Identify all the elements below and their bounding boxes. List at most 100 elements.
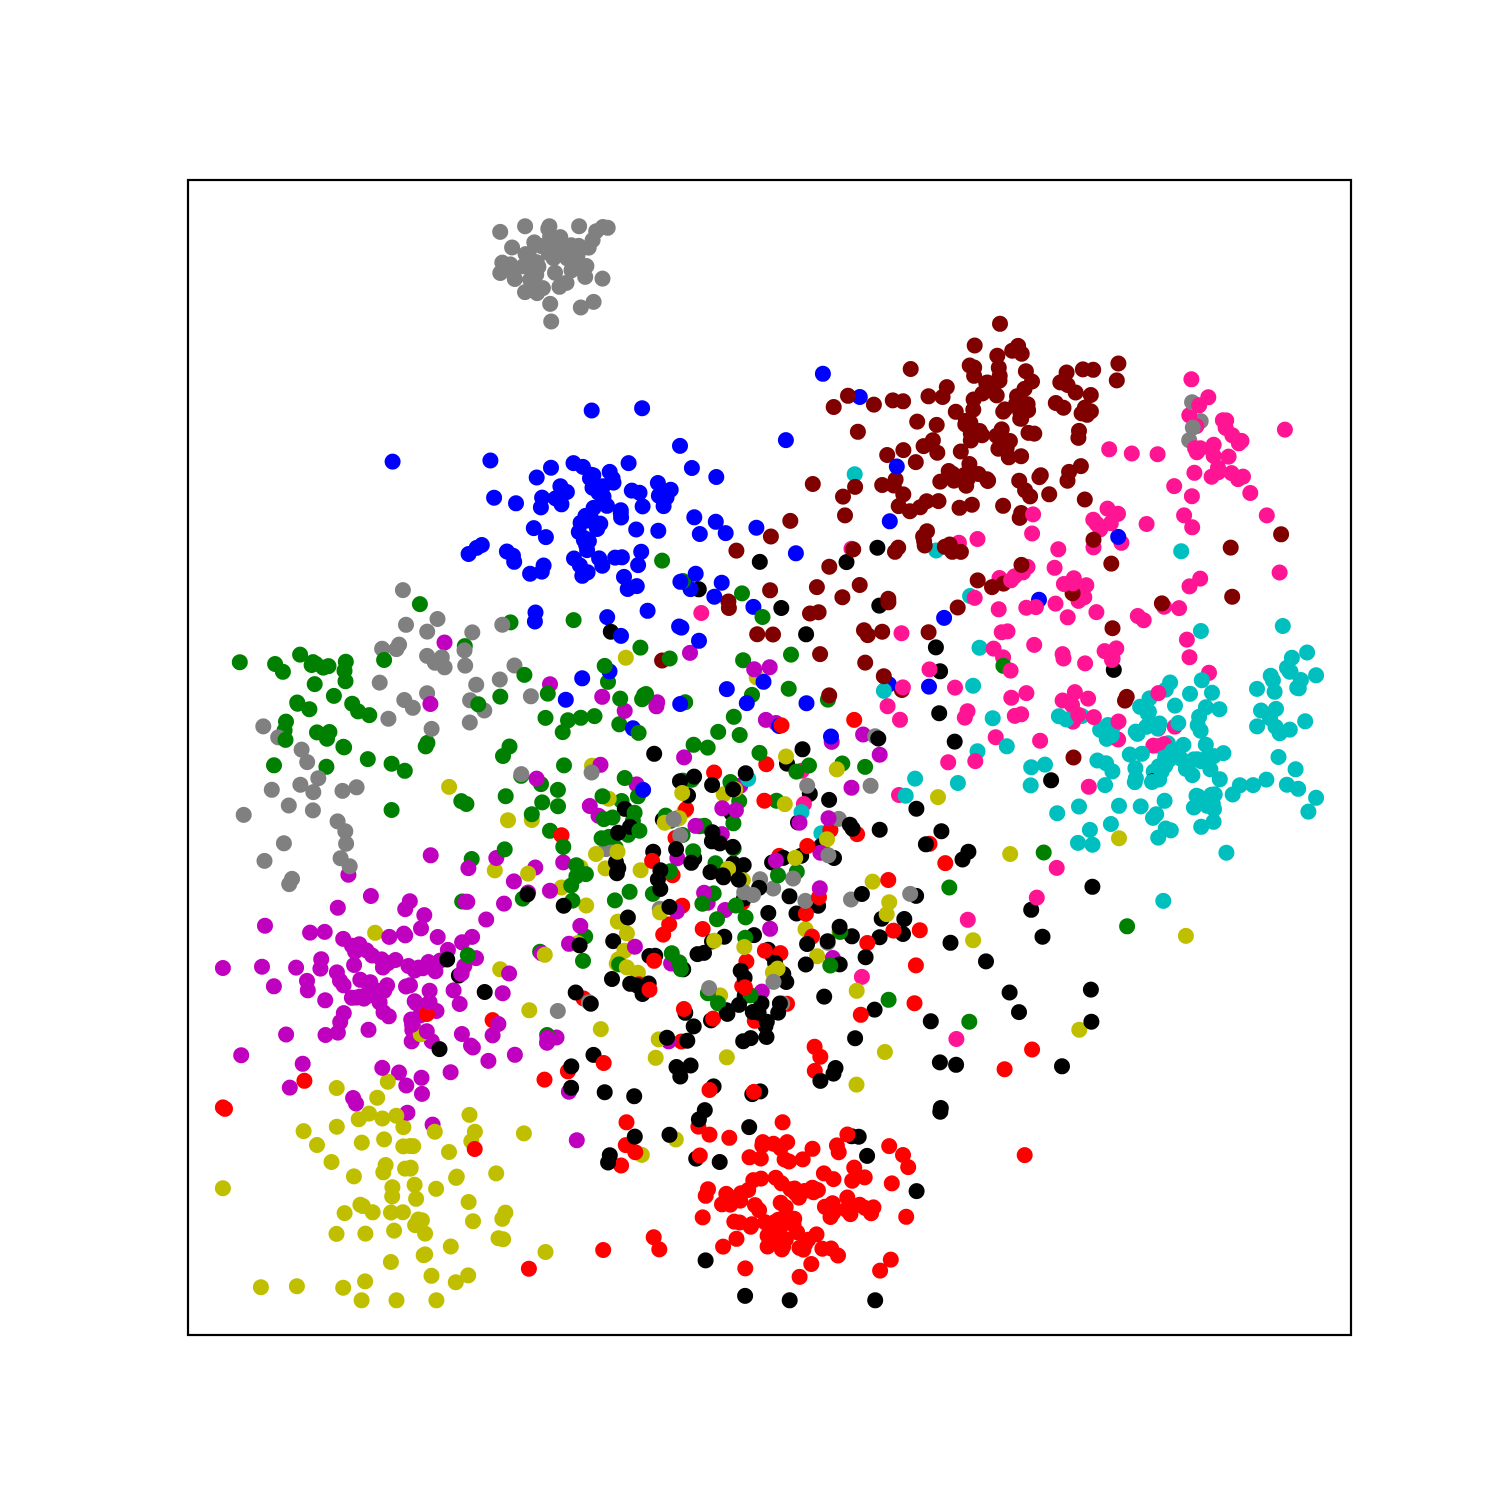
scatter-point-olive-yellow	[383, 1204, 399, 1221]
scatter-point-gray	[515, 258, 532, 275]
scatter-point-green	[725, 815, 742, 832]
scatter-point-deeppink	[1150, 685, 1167, 702]
scatter-point-magenta	[214, 960, 231, 976]
scatter-point-gray	[305, 784, 322, 801]
scatter-point-maroon	[1118, 688, 1135, 705]
scatter-point-teal	[1283, 649, 1300, 666]
scatter-point-gray	[665, 811, 682, 828]
scatter-point-magenta	[761, 659, 778, 676]
scatter-point-magenta	[346, 957, 363, 973]
scatter-point-maroon	[851, 577, 868, 593]
scatter-point-teal	[1290, 680, 1307, 697]
scatter-point-gray	[547, 264, 563, 281]
scatter-point-maroon	[995, 497, 1012, 514]
scatter-point-teal	[1111, 797, 1127, 814]
scatter-point-maroon	[1076, 399, 1093, 416]
scatter-point-blue	[574, 670, 591, 687]
axes-frame	[186, 178, 1353, 1337]
scatter-point-deeppink	[853, 968, 870, 985]
scatter-point-red	[726, 1213, 743, 1230]
scatter-point-teal	[1145, 809, 1161, 826]
scatter-point-black	[978, 953, 994, 970]
scatter-point-olive-yellow	[345, 1168, 362, 1185]
scatter-point-red	[595, 1055, 612, 1071]
scatter-point-maroon	[932, 473, 949, 490]
scatter-point-olive-yellow	[1071, 1021, 1088, 1038]
scatter-point-maroon	[920, 388, 937, 405]
scatter-point-black	[730, 871, 747, 888]
scatter-point-gray	[436, 659, 453, 676]
scatter-point-black	[870, 730, 887, 747]
scatter-point-maroon	[835, 488, 851, 505]
scatter-point-gray	[280, 797, 297, 814]
scatter-point-teal	[1193, 818, 1210, 835]
scatter-point-olive-yellow	[706, 932, 723, 949]
scatter-point-gray	[429, 611, 446, 627]
scatter-point-maroon	[901, 503, 918, 520]
scatter-point-black	[600, 1154, 617, 1171]
scatter-point-magenta	[496, 895, 512, 912]
scatter-point-green	[699, 739, 716, 756]
scatter-point-olive-yellow	[384, 1179, 401, 1196]
scatter-point-teal	[1224, 786, 1241, 803]
scatter-point-magenta	[676, 749, 693, 766]
scatter-point-olive-yellow	[402, 1138, 419, 1154]
scatter-point-black	[798, 626, 815, 643]
scatter-point-green	[586, 708, 603, 725]
scatter-point-maroon	[907, 454, 924, 471]
scatter-point-green	[335, 738, 352, 755]
scatter-point-green	[725, 708, 742, 725]
scatter-point-deeppink	[1018, 685, 1035, 702]
scatter-point-maroon	[782, 512, 799, 529]
scatter-point-red	[797, 905, 814, 922]
scatter-point-black	[1054, 1058, 1070, 1075]
scatter-point-olive-yellow	[374, 1110, 391, 1127]
scatter-point-green	[654, 552, 671, 569]
scatter-point-olive-yellow	[441, 778, 458, 795]
scatter-point-deeppink	[1088, 604, 1105, 621]
scatter-point-green	[754, 609, 771, 625]
scatter-point-green	[710, 995, 726, 1012]
scatter-point-gray	[765, 880, 782, 897]
scatter-point-red	[721, 1129, 738, 1146]
scatter-point-maroon	[1011, 472, 1028, 489]
scatter-point-teal	[846, 466, 863, 483]
scatter-point-teal	[1070, 834, 1086, 851]
scatter-point-olive-yellow	[447, 1274, 464, 1291]
scatter-point-blue	[921, 678, 937, 695]
scatter-point-deeppink	[987, 729, 1004, 746]
scatter-point-gray	[549, 1003, 566, 1019]
scatter-point-green	[638, 686, 654, 702]
scatter-point-blue	[787, 545, 804, 562]
scatter-point-deeppink	[1080, 690, 1097, 707]
scatter-point-black	[622, 975, 639, 992]
scatter-point-black	[661, 898, 678, 915]
scatter-point-gray	[701, 980, 718, 997]
scatter-point-green	[734, 585, 750, 602]
scatter-point-maroon	[895, 486, 912, 503]
scatter-point-olive-yellow	[353, 1134, 370, 1151]
scatter-point-red	[651, 1241, 668, 1258]
scatter-point-gray	[571, 218, 588, 235]
scatter-point-teal	[1140, 703, 1157, 720]
scatter-point-olive-yellow	[357, 1273, 374, 1290]
scatter-point-olive-yellow	[809, 948, 826, 965]
scatter-point-black	[567, 984, 584, 1001]
scatter-point-deeppink	[1271, 564, 1288, 581]
scatter-point-gray	[862, 777, 879, 794]
scatter-point-magenta	[843, 779, 860, 796]
scatter-point-red	[812, 1048, 829, 1065]
scatter-point-black	[758, 1029, 775, 1045]
scatter-point-green	[555, 838, 572, 855]
scatter-point-gray	[263, 781, 280, 798]
scatter-point-green	[277, 731, 294, 748]
scatter-point-red	[856, 1169, 873, 1186]
scatter-point-maroon	[845, 541, 862, 558]
scatter-point-black	[596, 1084, 613, 1101]
scatter-point-blue	[713, 574, 730, 591]
scatter-point-maroon	[849, 423, 866, 440]
scatter-point-olive-yellow	[288, 1278, 305, 1295]
scatter-point-olive-yellow	[375, 1164, 392, 1181]
scatter-point-olive-yellow	[353, 1292, 370, 1309]
scatter-point-red	[885, 922, 902, 939]
